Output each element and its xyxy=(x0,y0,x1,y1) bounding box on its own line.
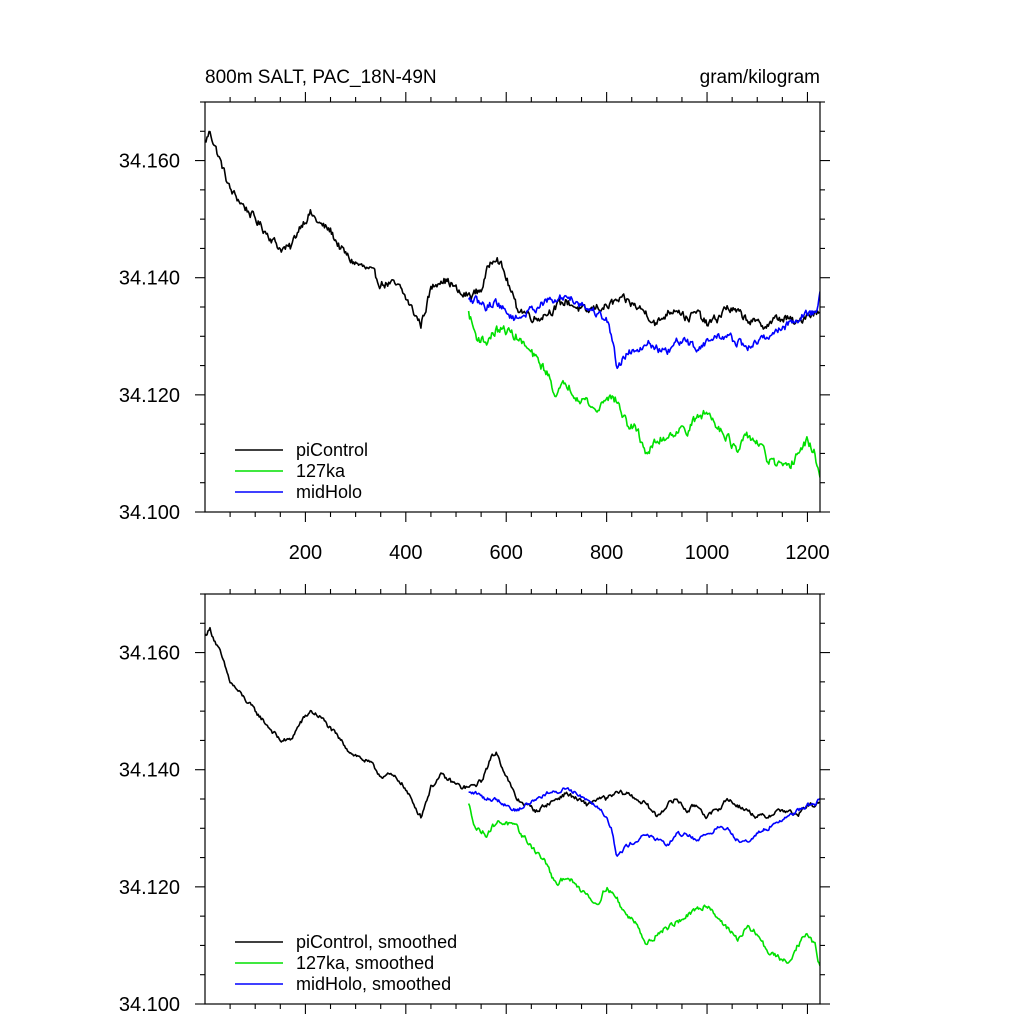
y-tick-label: 34.140 xyxy=(119,268,180,290)
x-tick-label: 800 xyxy=(590,542,623,564)
top-panel-units: gram/kilogram xyxy=(700,67,820,88)
top-panel-title: 800m SALT, PAC_18N-49N xyxy=(205,67,437,88)
x-tick-label: 1000 xyxy=(685,542,730,564)
bottom-panel-legend: piControl, smoothed 127ka, smoothed midH… xyxy=(235,932,457,994)
y-tick-label: 34.100 xyxy=(119,994,180,1016)
x-tick-label: 1200 xyxy=(785,542,830,564)
x-tick-label: 400 xyxy=(389,542,422,564)
legend-label-picontrol-smoothed: piControl, smoothed xyxy=(296,932,457,952)
x-tick-label: 200 xyxy=(289,542,322,564)
legend-label-picontrol: piControl xyxy=(296,440,368,460)
figure-canvas: 800m SALT, PAC_18N-49N gram/kilogram 34.… xyxy=(0,0,1024,1024)
y-tick-label: 34.120 xyxy=(119,877,180,899)
y-tick-label: 34.100 xyxy=(119,502,180,524)
x-tick-label: 600 xyxy=(490,542,523,564)
legend-label-127ka: 127ka xyxy=(296,461,346,481)
y-tick-label: 34.160 xyxy=(119,151,180,173)
y-tick-label: 34.140 xyxy=(119,760,180,782)
legend-label-127ka-smoothed: 127ka, smoothed xyxy=(296,953,434,973)
y-tick-label: 34.160 xyxy=(119,643,180,665)
legend-label-midholo-smoothed: midHolo, smoothed xyxy=(296,974,451,994)
legend-label-midholo: midHolo xyxy=(296,482,362,502)
y-tick-label: 34.120 xyxy=(119,385,180,407)
